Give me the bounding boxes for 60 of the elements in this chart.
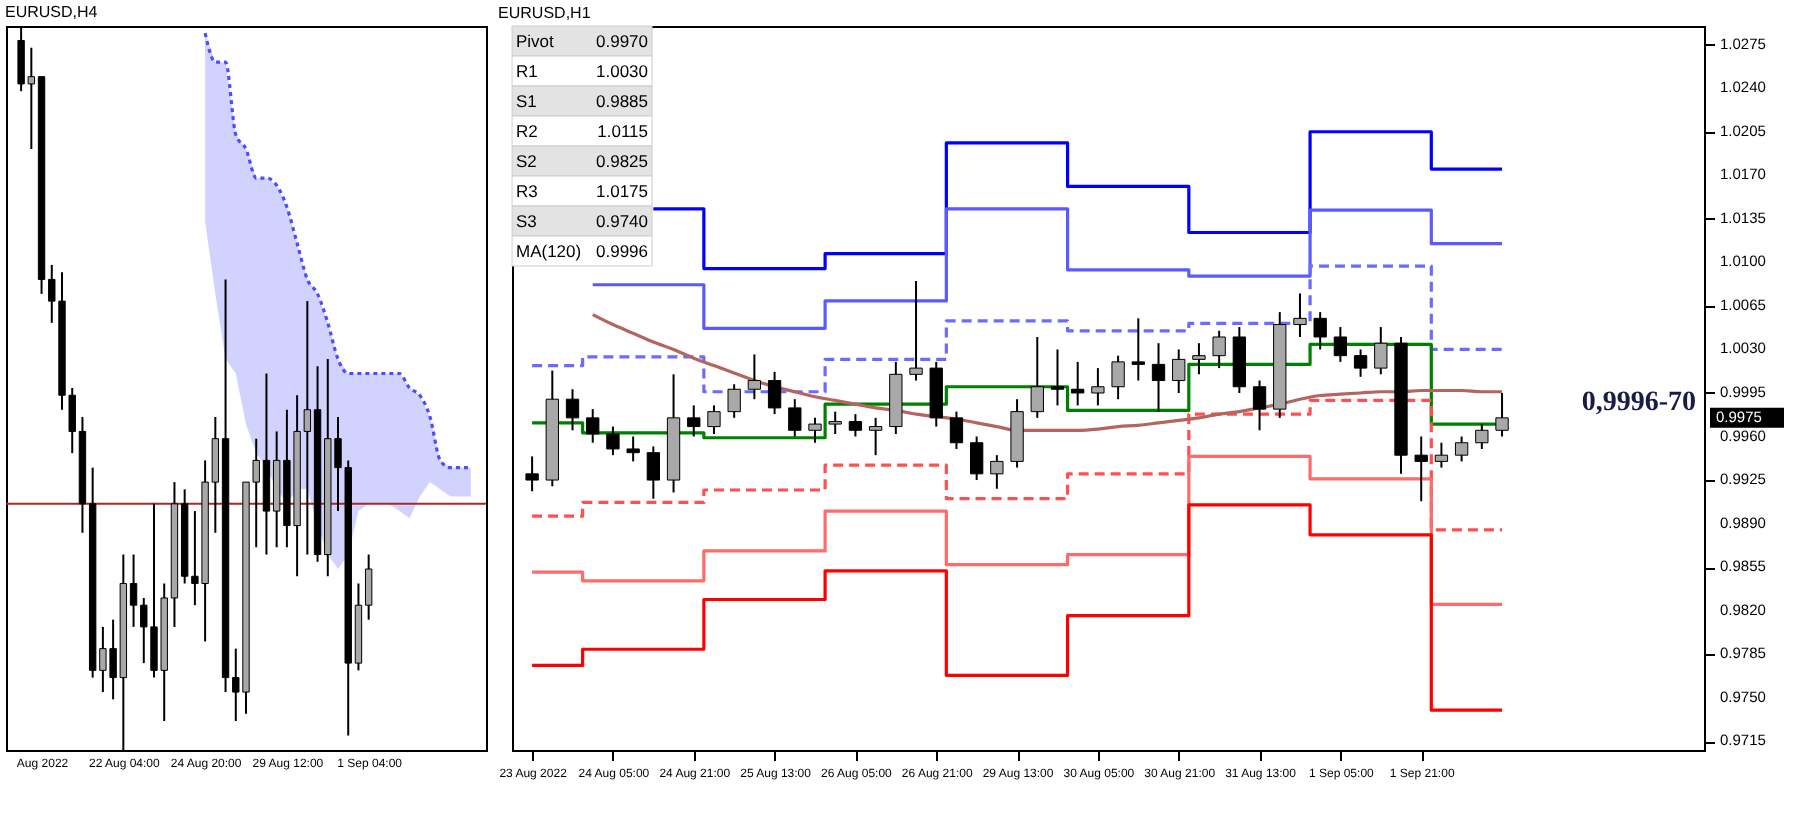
annotation: 0.9825 <box>596 151 649 171</box>
candlestick <box>1414 435 1428 503</box>
annotation: Pivot <box>516 31 556 51</box>
candlestick <box>525 455 539 493</box>
candlestick <box>1475 423 1489 450</box>
candlestick <box>687 404 701 438</box>
annotation: 0,9996-70 <box>1581 388 1696 419</box>
candlestick <box>990 454 1004 490</box>
candlestick <box>1353 348 1368 378</box>
annotation: 1.0115 <box>597 121 649 141</box>
candlestick <box>909 280 923 382</box>
candlestick <box>1111 354 1125 401</box>
annotation: MA(120) <box>516 241 582 261</box>
chart-title: EURUSD,H1 <box>498 3 592 22</box>
candlestick <box>626 435 640 463</box>
annotation: 0.9740 <box>596 211 649 231</box>
candlestick <box>1091 367 1105 407</box>
candlestick <box>747 353 762 401</box>
candlestick <box>1172 348 1186 394</box>
candlestick <box>1252 379 1267 432</box>
candlestick <box>848 413 863 438</box>
annotation: 0.9996 <box>596 241 649 261</box>
candlestick <box>828 410 842 436</box>
candlestick <box>767 370 782 416</box>
candlestick <box>1131 317 1145 382</box>
annotation: 0.9970 <box>596 31 649 51</box>
candlestick <box>808 416 822 444</box>
candlestick <box>727 383 741 419</box>
candlestick <box>1434 441 1449 469</box>
candlestick <box>1030 336 1044 419</box>
candlestick <box>1192 342 1206 376</box>
candlestick <box>707 404 721 436</box>
annotation: R3 <box>516 181 539 201</box>
annotation: 1.0030 <box>596 61 649 81</box>
candlestick <box>1071 360 1085 407</box>
candlestick <box>646 445 661 500</box>
annotation: S1 <box>516 91 538 111</box>
candlestick <box>1495 391 1509 438</box>
annotation: R1 <box>516 61 539 81</box>
candlestick <box>1151 342 1166 413</box>
candlestick <box>1313 311 1327 351</box>
annotation: R2 <box>516 121 539 141</box>
annotation: 0.9885 <box>596 91 649 111</box>
candlestick <box>1050 348 1065 407</box>
candlestick <box>1454 435 1469 463</box>
annotation: S2 <box>516 151 538 171</box>
candlestick <box>565 388 580 432</box>
candlestick <box>606 425 620 457</box>
candlestick <box>1333 326 1348 363</box>
candlestick <box>949 410 964 450</box>
candlestick <box>868 416 883 457</box>
chart-title: EURUSD,H4 <box>5 3 99 21</box>
annotation: S3 <box>516 211 538 231</box>
candlestick <box>788 398 802 438</box>
annotation: 1.0175 <box>596 181 649 201</box>
candlestick <box>1212 329 1226 370</box>
candlestick <box>586 408 600 444</box>
candlestick <box>969 435 984 482</box>
candlestick <box>1374 326 1388 376</box>
candlestick <box>1293 292 1307 338</box>
